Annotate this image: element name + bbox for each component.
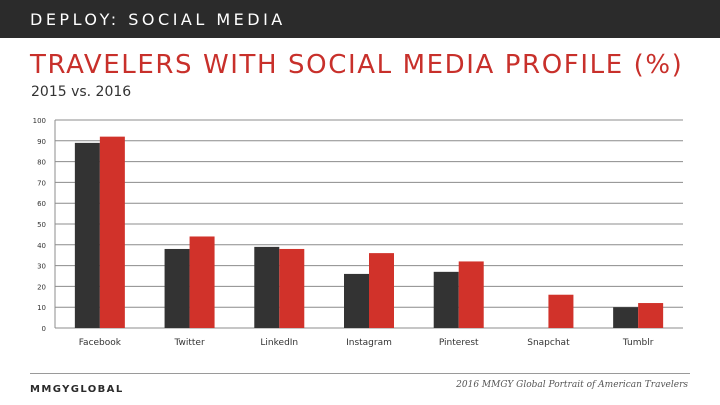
bar xyxy=(344,273,369,328)
bar xyxy=(254,246,280,328)
y-tick-label: 50 xyxy=(37,221,46,229)
x-tick-label: LinkedIn xyxy=(260,338,298,348)
y-tick-label: 20 xyxy=(37,283,46,291)
y-tick-label: 90 xyxy=(37,138,46,146)
bar xyxy=(189,236,215,328)
source-note: 2016 MMGY Global Portrait of American Tr… xyxy=(456,380,688,390)
company-logo: MMGYGLOBAL xyxy=(30,384,124,395)
bar xyxy=(99,136,125,328)
x-tick-label: Twitter xyxy=(173,338,204,348)
x-tick-label: Pinterest xyxy=(439,338,479,348)
x-tick-label: Snapchat xyxy=(527,338,570,348)
y-tick-label: 10 xyxy=(37,304,46,312)
y-tick-label: 60 xyxy=(37,200,46,208)
bar xyxy=(613,307,639,328)
top-banner: DEPLOY: SOCIAL MEDIA xyxy=(0,0,720,38)
bar xyxy=(458,261,484,328)
y-tick-label: 30 xyxy=(37,263,46,271)
x-tick-label: Instagram xyxy=(346,338,392,348)
y-tick-label: 0 xyxy=(42,325,46,333)
footer-divider xyxy=(30,373,690,374)
chart-subtitle: 2015 vs. 2016 xyxy=(31,84,132,100)
bar xyxy=(638,303,664,328)
bar xyxy=(548,294,574,328)
x-tick-label: Tumblr xyxy=(622,338,654,348)
x-tick-label: Facebook xyxy=(79,338,122,348)
bar xyxy=(279,248,305,328)
bar xyxy=(164,248,190,328)
bar xyxy=(433,271,459,328)
bar xyxy=(369,253,394,328)
section-label: DEPLOY: SOCIAL MEDIA xyxy=(30,10,286,29)
y-tick-label: 100 xyxy=(33,117,46,125)
y-tick-label: 80 xyxy=(37,159,46,167)
y-tick-label: 40 xyxy=(37,242,46,250)
y-tick-label: 70 xyxy=(37,179,46,187)
chart-title: TRAVELERS WITH SOCIAL MEDIA PROFILE (%) xyxy=(30,50,684,80)
bar xyxy=(74,142,100,328)
